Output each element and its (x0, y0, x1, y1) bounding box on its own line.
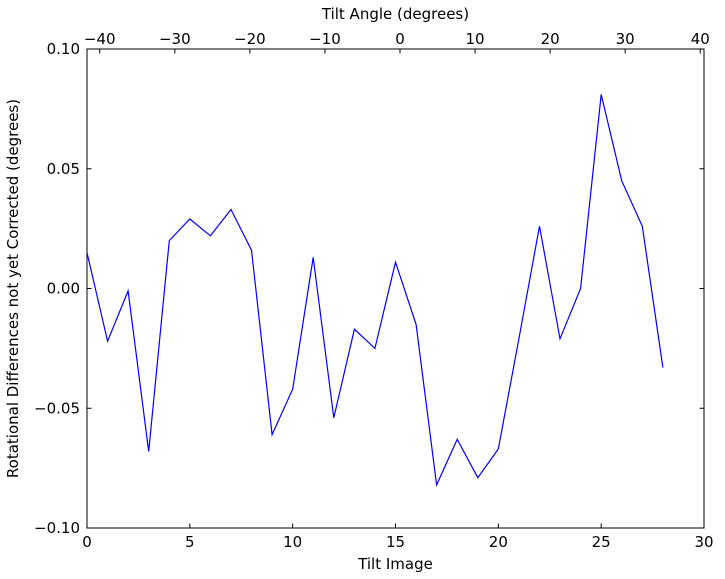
top-tick-label: 30 (616, 30, 635, 48)
top-tick-label: 0 (395, 30, 405, 48)
y-tick-label: −0.05 (34, 399, 80, 417)
x-tick-label: 10 (283, 533, 302, 551)
y-tick-label: 0.10 (47, 40, 80, 58)
x-tick-label: 0 (82, 533, 92, 551)
top-tick-label: 40 (691, 30, 710, 48)
top-axis-title: Tilt Angle (degrees) (321, 5, 470, 23)
x-tick-label: 25 (592, 533, 611, 551)
y-tick-label: 0.00 (47, 280, 80, 298)
data-line (86, 94, 664, 488)
x-axis-title: Tilt Image (358, 555, 433, 573)
top-tick-label: 10 (466, 30, 485, 48)
top-tick-label: −10 (309, 30, 341, 48)
y-tick-label: 0.05 (47, 160, 80, 178)
x-tick-label: 15 (386, 533, 405, 551)
x-tick-label: 5 (185, 533, 195, 551)
top-tick-label: 20 (541, 30, 560, 48)
top-tick-label: −40 (84, 30, 116, 48)
x-tick-label: 30 (694, 533, 713, 551)
top-tick-label: −20 (234, 30, 266, 48)
y-axis-title: Rotational Differences not yet Corrected… (4, 98, 22, 479)
plot-frame (86, 48, 705, 529)
y-tick-label: −0.10 (34, 519, 80, 537)
x-tick-label: 20 (489, 533, 508, 551)
top-tick-label: −30 (159, 30, 191, 48)
